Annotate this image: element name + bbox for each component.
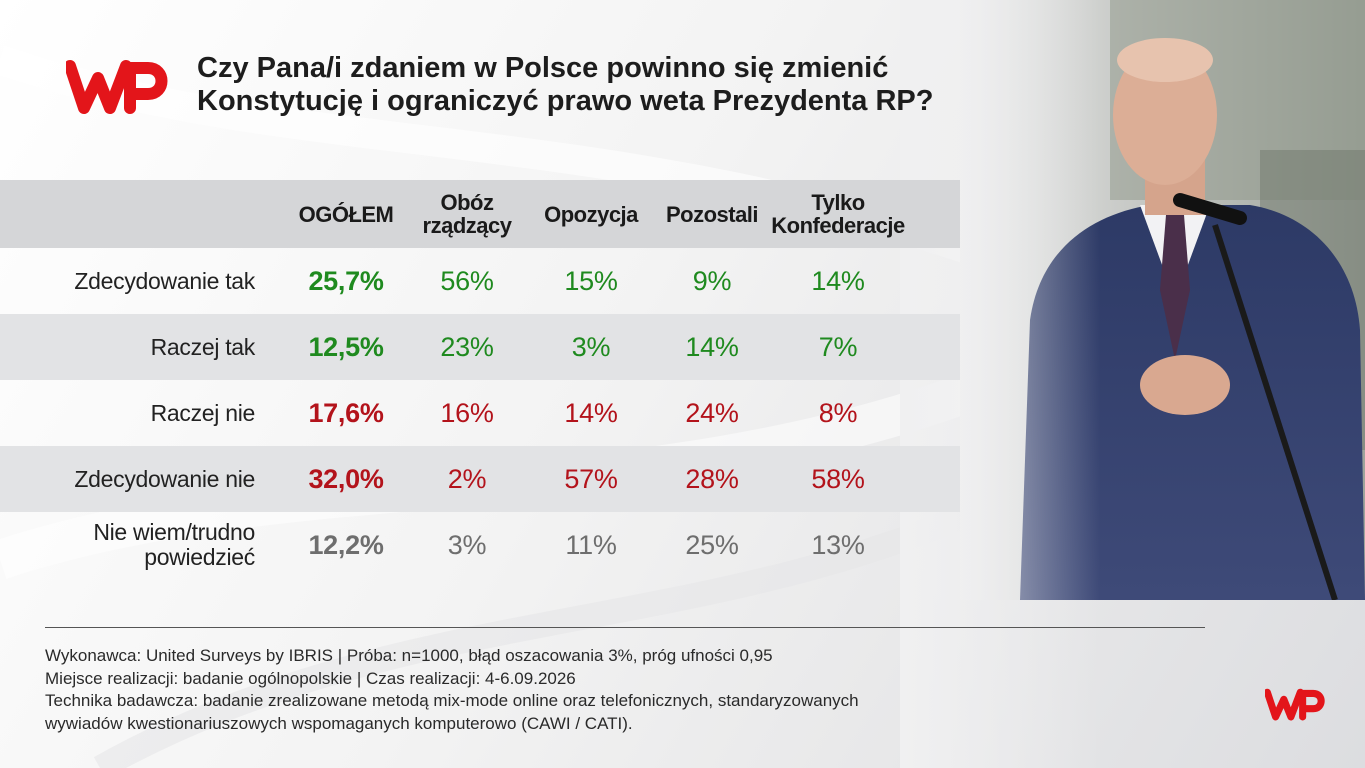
title-line-2: Konstytucję i ograniczyć prawo weta Prez… — [197, 85, 934, 117]
row-label-text: Zdecydowanie tak — [74, 267, 255, 294]
row-label: Raczej tak — [40, 314, 256, 380]
column-header-line: Pozostali — [665, 201, 759, 227]
row-label-text: Zdecydowanie nie — [74, 465, 255, 492]
speaker-photo — [960, 0, 1365, 600]
value-cell: 15% — [564, 265, 618, 296]
row-label: Raczej nie — [40, 380, 256, 446]
value-cell: 57% — [564, 463, 618, 494]
column-header-line: Konfederacje — [771, 213, 905, 238]
row-label-text: Nie wiem/trudno powiedzieć — [93, 520, 255, 570]
methodology-footer: Wykonawca: United Surveys by IBRIS | Pró… — [45, 645, 1045, 735]
row-band — [0, 314, 960, 380]
value-cell: 3% — [447, 529, 487, 560]
footer-line: Miejsce realizacji: badanie ogólnopolski… — [45, 668, 576, 688]
column-header-text: OGÓŁEM — [299, 203, 394, 226]
value-cell: 13% — [811, 529, 865, 560]
value-cell: 9% — [692, 265, 732, 296]
value-cell: 3% — [571, 331, 611, 362]
column-header-line: Obóz — [440, 190, 494, 215]
row-label-line: Nie wiem/trudno — [93, 519, 255, 545]
column-header: Obóz rządzący — [392, 180, 542, 248]
column-header-text: Obóz rządzący — [423, 191, 512, 237]
chart-title: Czy Pana/i zdaniem w Polsce powinno się … — [197, 52, 977, 118]
row-label-line: Zdecydowanie nie — [74, 465, 255, 492]
header-band — [0, 180, 960, 248]
value-cell: 24% — [685, 397, 739, 428]
value-cell: 14% — [685, 331, 739, 362]
column-header-line: rządzący — [422, 213, 512, 238]
row-label-text: Raczej nie — [150, 399, 256, 426]
value-cell: 58% — [811, 463, 865, 494]
photo-fade — [900, 0, 1100, 768]
column-header: Opozycja — [516, 180, 666, 248]
column-header: Tylko Konfederacje — [743, 180, 933, 248]
column-header-text: Pozostali — [665, 201, 759, 227]
value-cell: 25% — [685, 529, 739, 560]
row-label: Zdecydowanie tak — [40, 248, 255, 314]
value-cell: 17,6% — [308, 397, 384, 428]
row-label-line: Raczej tak — [150, 333, 256, 360]
value-cell: 11% — [565, 529, 617, 560]
value-cell: 12,2% — [308, 529, 384, 560]
column-header: OGÓŁEM — [271, 180, 421, 248]
value-cell: 2% — [447, 463, 487, 494]
footer-line: Technika badawcza: badanie zrealizowane … — [45, 691, 859, 710]
row-band — [0, 446, 960, 512]
row-label: Zdecydowanie nie — [40, 446, 255, 512]
value-cell: 8% — [818, 397, 858, 428]
column-header-text: Opozycja — [544, 203, 638, 226]
row-label-line: Zdecydowanie tak — [74, 267, 255, 294]
value-cell: 32,0% — [308, 463, 384, 494]
wp-logo-icon — [66, 60, 168, 114]
column-header-line: Opozycja — [544, 201, 638, 227]
column-header-text: Tylko Konfederacje — [771, 190, 905, 238]
wp-logo-small-icon — [1265, 688, 1325, 721]
column-header: Pozostali — [637, 180, 787, 248]
value-cell: 56% — [440, 265, 494, 296]
row-label-line: powiedzieć — [144, 544, 255, 570]
footer-line: wywiadów kwestionariuszowych wspomaganyc… — [45, 713, 633, 733]
column-header-line: OGÓŁEM — [298, 201, 394, 227]
value-cell: 7% — [818, 331, 858, 362]
row-label-line: Raczej nie — [150, 399, 256, 426]
row-label-text: Raczej tak — [150, 333, 256, 360]
column-header-line: Tylko — [811, 190, 865, 215]
footer-line: Wykonawca: United Surveys by IBRIS | Pró… — [45, 646, 773, 665]
footer-divider — [45, 627, 1205, 628]
value-cell: 16% — [440, 397, 494, 428]
row-label: Nie wiem/trudno powiedzieć — [40, 512, 255, 578]
value-cell: 25,7% — [308, 265, 384, 296]
value-cell: 28% — [685, 463, 739, 494]
title-line-1: Czy Pana/i zdaniem w Polsce powinno się … — [197, 52, 889, 84]
value-cell: 14% — [811, 265, 865, 296]
value-cell: 23% — [440, 331, 494, 362]
value-cell: 14% — [564, 397, 618, 428]
value-cell: 12,5% — [308, 331, 384, 362]
